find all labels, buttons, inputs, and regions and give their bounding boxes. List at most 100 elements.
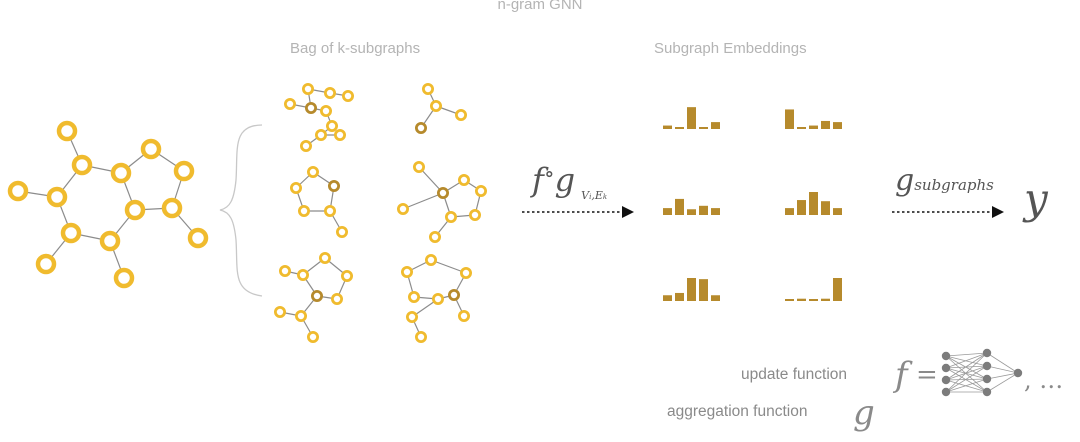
graph-node xyxy=(35,253,57,275)
bag-of-subgraphs-label: Bag of k-subgraphs xyxy=(290,40,421,57)
embedding-bar xyxy=(663,295,672,301)
graph-node xyxy=(46,186,68,208)
embedding-bar xyxy=(663,125,672,129)
subgraph-node xyxy=(414,330,427,343)
subgraph-node xyxy=(396,202,409,215)
subgraph-node xyxy=(318,251,331,264)
neural-network-icon xyxy=(941,348,1023,397)
figure-title: n-gram GNN xyxy=(497,0,583,13)
subgraph-bag-brace xyxy=(219,124,263,297)
subgraph-node xyxy=(323,87,336,100)
subgraph-3 xyxy=(289,165,348,238)
ellipsis: , … xyxy=(1024,366,1064,394)
embedding-histogram-6 xyxy=(785,278,842,301)
embedding-bar xyxy=(675,292,684,301)
nn-connection xyxy=(945,378,988,381)
nn-neuron xyxy=(982,361,992,371)
subgraph-node xyxy=(424,253,437,266)
embedding-bar xyxy=(797,127,806,129)
nn-connection xyxy=(945,355,988,393)
embedding-bar xyxy=(785,109,794,129)
subgraph-node xyxy=(444,210,457,223)
subgraph-node xyxy=(468,208,481,221)
subgraph-node xyxy=(457,173,470,186)
subgraph-node xyxy=(296,268,309,281)
graph-node xyxy=(140,138,162,160)
embedding-bar xyxy=(821,120,830,129)
graph-node xyxy=(71,154,93,176)
subgraph-node xyxy=(407,290,420,303)
readout-arrow xyxy=(892,206,1004,218)
subgraph-5 xyxy=(273,251,353,343)
subgraph-6 xyxy=(400,253,472,343)
graph-node xyxy=(99,230,121,252)
embedding-bar xyxy=(821,201,830,215)
embedding-bar xyxy=(797,200,806,215)
embedding-bar xyxy=(785,208,794,215)
graph-node xyxy=(56,120,78,142)
embedding-bar xyxy=(821,298,830,301)
nn-connection xyxy=(945,355,988,380)
embedding-bar xyxy=(699,205,708,215)
subgraph-node xyxy=(414,122,427,135)
subgraph-node xyxy=(297,204,310,217)
embedding-bar xyxy=(833,278,842,301)
nn-neuron xyxy=(941,387,951,397)
readout-function-symbol: g xyxy=(895,163,915,198)
nn-neuron xyxy=(941,363,951,373)
nn-connection xyxy=(986,372,1019,393)
subgraph-node xyxy=(431,292,444,305)
embedding-bar xyxy=(675,198,684,215)
subgraph-node xyxy=(278,264,291,277)
subgraph-node xyxy=(283,98,296,111)
subgraph-node xyxy=(294,309,307,322)
embedding-bar xyxy=(687,209,696,215)
readout-subscript: subgraphs xyxy=(914,176,994,194)
embedding-histogram-5 xyxy=(663,278,720,301)
embedding-bar xyxy=(711,208,720,215)
nn-neuron xyxy=(982,348,992,358)
graph-node xyxy=(124,199,146,221)
subgraph-node xyxy=(335,225,348,238)
nn-connection xyxy=(945,352,988,393)
graph-node xyxy=(110,162,132,184)
graph-node xyxy=(7,180,29,202)
embedding-bar xyxy=(711,122,720,129)
composition-symbol: ∘ xyxy=(543,162,555,187)
embedding-formula: f∘g Vi,Ek xyxy=(532,161,608,202)
readout-formula: gsubgraphs xyxy=(895,166,994,196)
subgraph-node xyxy=(273,305,286,318)
subgraph-1 xyxy=(283,83,354,152)
subgraph-embeddings xyxy=(663,107,842,301)
nn-connection xyxy=(986,352,1019,374)
subgraph-node xyxy=(319,105,332,118)
nn-neuron xyxy=(982,374,992,384)
embedding-bar xyxy=(785,299,794,301)
nn-neuron xyxy=(941,351,951,361)
subgraph-node xyxy=(340,269,353,282)
subgraph-node xyxy=(459,266,472,279)
nn-connection xyxy=(945,365,988,393)
subgraph-node xyxy=(330,292,343,305)
graph-node xyxy=(173,160,195,182)
graph-node xyxy=(60,222,82,244)
subgraph-node xyxy=(323,204,336,217)
embedding-histogram-4 xyxy=(785,192,842,215)
subgraph-node xyxy=(457,309,470,322)
subgraph-node xyxy=(314,128,327,141)
subgraph-node xyxy=(454,109,467,122)
nn-connection xyxy=(945,378,988,393)
embedding-bar xyxy=(699,279,708,301)
aggregation-function-label: aggregation function xyxy=(667,403,808,420)
nn-connection xyxy=(945,352,988,357)
embedding-bar xyxy=(663,208,672,215)
embedding-bar xyxy=(687,278,696,301)
embedding-bar xyxy=(687,107,696,129)
equals-sign: = xyxy=(916,360,938,390)
embedding-histogram-2 xyxy=(785,109,842,129)
embedding-bar xyxy=(675,127,684,129)
aggregation-function-g: g xyxy=(853,393,875,433)
subgraph-node xyxy=(474,184,487,197)
nn-connection xyxy=(986,365,1019,374)
